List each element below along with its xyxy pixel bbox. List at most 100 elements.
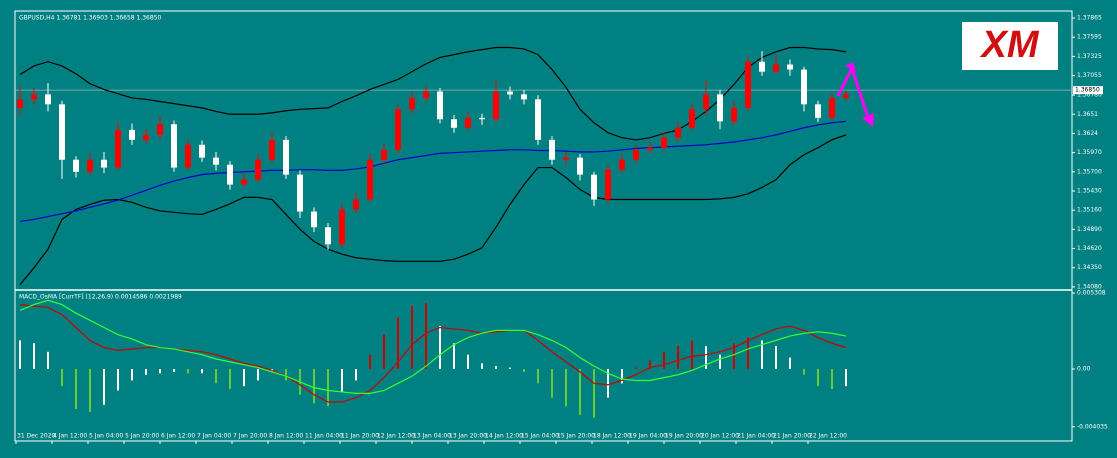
candle-body <box>423 91 429 98</box>
candle-body <box>479 117 485 120</box>
indicator-line <box>19 299 847 394</box>
candle-body <box>185 144 191 168</box>
x-tick-label: 31 Dec 2020 <box>17 433 56 440</box>
x-tick-label: 22 Jan 12:00 <box>809 433 847 440</box>
chart-layer: 1.37865 1.37595 1.37325 1.37055 1.36780 1.365… <box>15 15 1108 444</box>
y-tick-label: -0.004035 <box>1077 423 1108 430</box>
y-tick-label: 1.37325 <box>1077 53 1102 60</box>
candle-body <box>45 94 51 105</box>
candle-body <box>101 159 107 168</box>
candle-body <box>731 107 737 122</box>
candle-body <box>171 124 177 168</box>
y-tick-label: 1.37865 <box>1077 15 1102 22</box>
panel-title: MACD_OsMA [CurrTF] (12,26,9) 0.0014586 0… <box>19 294 182 301</box>
candle-body <box>787 64 793 70</box>
y-tick-label: 1.34890 <box>1077 226 1102 233</box>
x-tick-label: 7 Jan 20:00 <box>233 433 267 440</box>
candle-body <box>311 211 317 228</box>
candle-body <box>661 137 667 148</box>
candle-body <box>129 129 135 140</box>
arrow-head <box>845 62 856 72</box>
candle-body <box>157 124 163 135</box>
candle-body <box>87 159 93 172</box>
y-tick-label: 0.00 <box>1077 366 1091 373</box>
y-tick-label: 1.36780 <box>1077 92 1102 99</box>
candle-body <box>31 94 37 100</box>
y-tick-label: 1.35430 <box>1077 187 1102 194</box>
candle-body <box>297 174 303 212</box>
candle-body <box>577 157 583 175</box>
candle-body <box>59 104 65 160</box>
last-price-label: 1.36850 <box>1075 87 1100 94</box>
candle-body <box>619 159 625 170</box>
candle-body <box>717 94 723 122</box>
x-tick-label: 4 Jan 12:00 <box>53 433 87 440</box>
x-tick-label: 7 Jan 04:00 <box>197 433 231 440</box>
x-tick-label: 19 Jan 20:00 <box>665 433 703 440</box>
x-tick-label: 21 Jan 04:00 <box>737 433 775 440</box>
x-tick-label: 8 Jan 12:00 <box>269 433 303 440</box>
candle-body <box>255 159 261 180</box>
x-tick-label: 21 Jan 20:00 <box>773 433 811 440</box>
candle-body <box>409 97 415 110</box>
candle-body <box>325 227 331 245</box>
candle-body <box>647 147 653 150</box>
x-tick-label: 19 Jan 04:00 <box>629 433 667 440</box>
x-tick-label: 13 Jan 04:00 <box>413 433 451 440</box>
candle-body <box>465 117 471 128</box>
candle-body <box>549 139 555 160</box>
x-tick-label: 14 Jan 12:00 <box>485 433 523 440</box>
candle-body <box>675 127 681 138</box>
plot-frame <box>14 10 1073 442</box>
candle-body <box>493 91 499 120</box>
candle-body <box>269 139 275 160</box>
candle-body <box>829 97 835 118</box>
candle-body <box>115 129 121 168</box>
x-tick-label: 13 Jan 20:00 <box>449 433 487 440</box>
x-tick-label: 15 Jan 20:00 <box>557 433 595 440</box>
candle-body <box>535 99 541 140</box>
candle-body <box>801 69 807 105</box>
forecast-arrows <box>836 62 874 127</box>
y-tick-label: 1.34080 <box>1077 283 1102 290</box>
x-tick-label: 6 Jan 12:00 <box>161 433 195 440</box>
candle-body <box>605 169 611 200</box>
arrow-head <box>862 113 874 127</box>
candle-body <box>437 91 443 120</box>
x-tick-label: 18 Jan 12:00 <box>593 433 631 440</box>
y-tick-label: 1.3651 <box>1077 111 1098 118</box>
candle-body <box>759 61 765 72</box>
candle-body <box>703 94 709 110</box>
candle-body <box>633 149 639 160</box>
x-tick-label: 20 Jan 12:00 <box>701 433 739 440</box>
candle-body <box>395 109 401 150</box>
last-price-box <box>1073 86 1103 95</box>
candle-body <box>17 99 23 108</box>
overlay-line <box>19 120 847 223</box>
y-tick-label: 0.005308 <box>1077 290 1106 297</box>
candle-body <box>73 159 79 172</box>
candle-body <box>143 134 149 140</box>
candle-body <box>521 94 527 100</box>
logo-box <box>962 22 1058 70</box>
x-tick-label: 12 Jan 12:00 <box>377 433 415 440</box>
candle-body <box>451 119 457 128</box>
y-tick-label: 1.35970 <box>1077 149 1102 156</box>
candle-body <box>815 104 821 118</box>
candle-body <box>689 109 695 128</box>
candle-body <box>507 91 513 95</box>
candle-body <box>213 157 219 165</box>
candle-body <box>227 164 233 185</box>
x-tick-label: 5 Jan 20:00 <box>125 433 159 440</box>
x-tick-label: 5 Jan 04:00 <box>89 433 123 440</box>
candle-body <box>843 94 849 98</box>
candle-body <box>283 139 289 175</box>
x-tick-label: 15 Jan 04:00 <box>521 433 559 440</box>
candle-body <box>745 61 751 108</box>
panel-title: GBPUSD,H4 1.36781 1.36903 1.36658 1.3685… <box>19 15 161 22</box>
candle-body <box>353 199 359 210</box>
overlay-line <box>19 46 847 141</box>
x-tick-label: 11 Jan 04:00 <box>305 433 343 440</box>
